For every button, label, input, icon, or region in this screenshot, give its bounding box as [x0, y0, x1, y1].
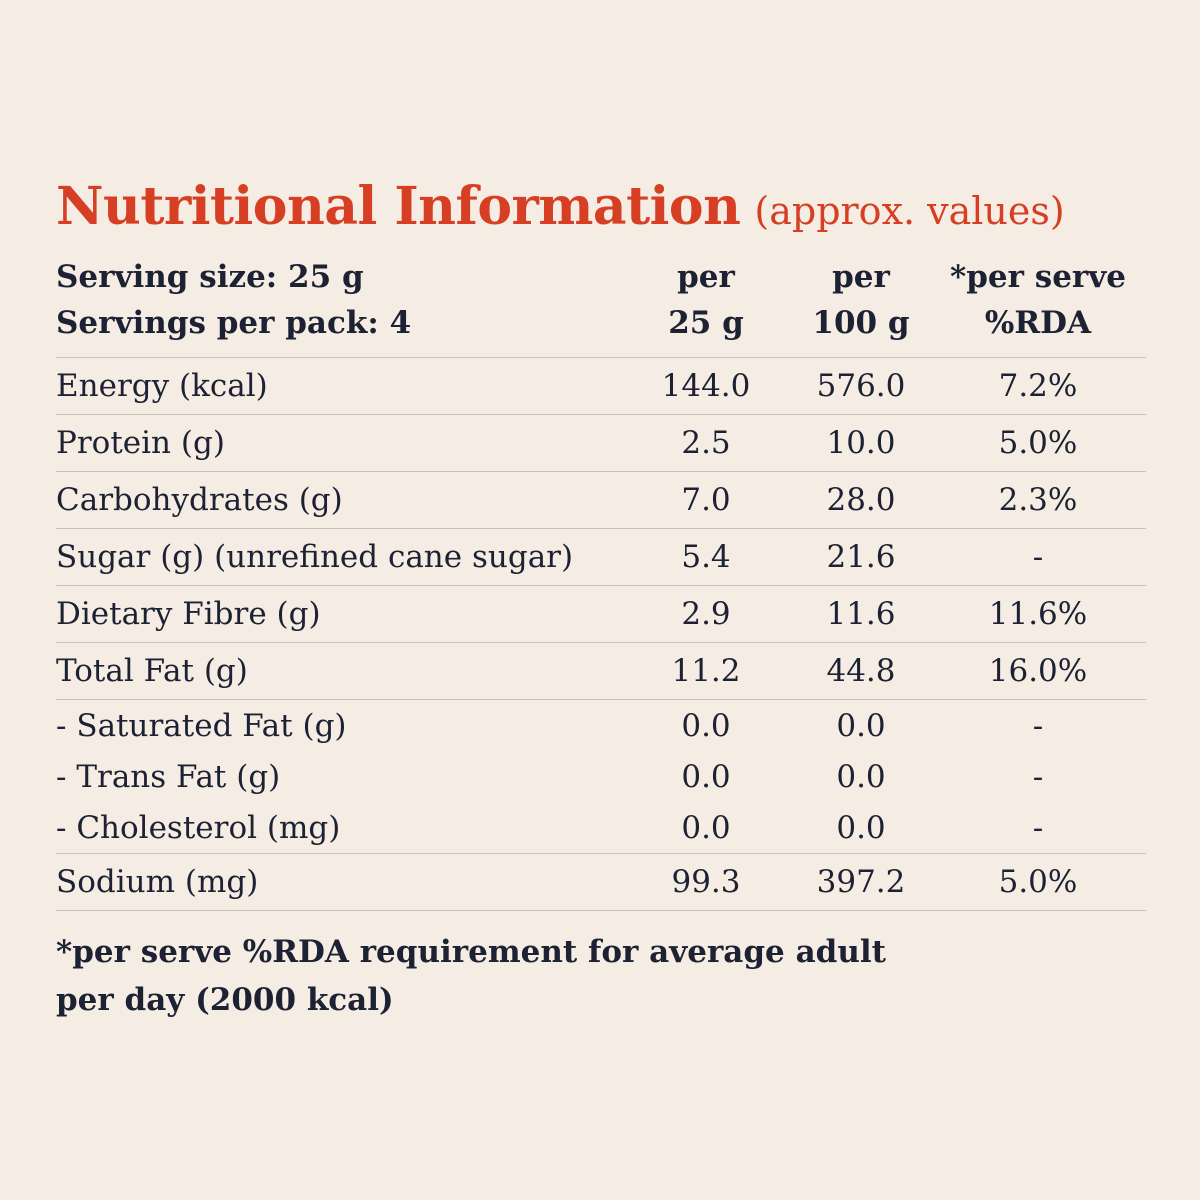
table-row-saturated-fat: - Saturated Fat (g) 0.0 0.0 - [56, 700, 1146, 751]
column-header-rda: *per serve %RDA [938, 252, 1138, 357]
column-header-per-25g-line1: per [677, 259, 735, 295]
value-rda: - [1032, 707, 1044, 744]
row-label: Carbohydrates (g) [56, 482, 343, 518]
table-row-cholesterol: - Cholesterol (mg) 0.0 0.0 - [56, 802, 1146, 854]
value-per-25g: 5.4 [681, 539, 731, 575]
title-row: Nutritional Information (approx. values) [56, 176, 1146, 252]
column-header-per-25g: per 25 g [628, 252, 784, 357]
table-row-energy: Energy (kcal) 144.0 576.0 7.2% [56, 358, 1146, 415]
footnote-line-2: per day (2000 kcal) [56, 982, 394, 1018]
value-rda: 16.0% [988, 653, 1088, 689]
row-label: - Cholesterol (mg) [56, 809, 341, 846]
row-label: Sodium (mg) [56, 864, 259, 900]
table-row-sodium: Sodium (mg) 99.3 397.2 5.0% [56, 854, 1146, 911]
page-subtitle: (approx. values) [754, 189, 1065, 233]
value-per-25g: 144.0 [661, 368, 751, 404]
value-per-100g: 10.0 [826, 425, 896, 461]
value-per-100g: 0.0 [836, 707, 886, 744]
value-rda: - [1032, 758, 1044, 795]
page-title: Nutritional Information [56, 176, 741, 237]
servings-per-pack: Servings per pack: 4 [56, 305, 412, 341]
value-per-25g: 0.0 [681, 707, 731, 744]
footnote-line-1: *per serve %RDA requirement for average … [56, 934, 886, 970]
row-label: - Saturated Fat (g) [56, 707, 347, 744]
table-row-sugar: Sugar (g) (unrefined cane sugar) 5.4 21.… [56, 529, 1146, 586]
column-header-per-100g: per 100 g [784, 252, 938, 357]
table-row-trans-fat: - Trans Fat (g) 0.0 0.0 - [56, 751, 1146, 802]
row-label: Total Fat (g) [56, 653, 248, 689]
value-per-100g: 397.2 [816, 864, 906, 900]
value-per-25g: 0.0 [681, 809, 731, 846]
value-rda: 2.3% [998, 482, 1078, 518]
row-label: Dietary Fibre (g) [56, 596, 321, 632]
value-per-100g: 11.6 [826, 596, 896, 632]
rda-footnote: *per serve %RDA requirement for average … [56, 928, 956, 1024]
serving-size: Serving size: 25 g [56, 259, 364, 295]
table-header: Serving size: 25 g Servings per pack: 4 … [56, 252, 1146, 358]
value-rda: 5.0% [998, 864, 1078, 900]
table-row-dietary-fibre: Dietary Fibre (g) 2.9 11.6 11.6% [56, 586, 1146, 643]
table-row-protein: Protein (g) 2.5 10.0 5.0% [56, 415, 1146, 472]
nutrition-panel: Nutritional Information (approx. values)… [56, 176, 1146, 911]
value-per-100g: 28.0 [826, 482, 896, 518]
value-rda: 11.6% [988, 596, 1088, 632]
value-per-25g: 0.0 [681, 758, 731, 795]
value-per-100g: 0.0 [836, 809, 886, 846]
row-label: Protein (g) [56, 425, 225, 461]
serving-info: Serving size: 25 g Servings per pack: 4 [56, 252, 628, 357]
value-per-25g: 7.0 [681, 482, 731, 518]
row-label: Sugar (g) (unrefined cane sugar) [56, 539, 574, 575]
value-rda: - [1032, 809, 1044, 846]
value-per-100g: 44.8 [826, 653, 896, 689]
column-header-rda-line1: *per serve [950, 259, 1126, 295]
column-header-per-100g-line2: 100 g [812, 305, 910, 341]
value-rda: 5.0% [998, 425, 1078, 461]
column-header-rda-line2: %RDA [984, 305, 1092, 341]
value-per-100g: 0.0 [836, 758, 886, 795]
row-label: Energy (kcal) [56, 368, 268, 404]
value-rda: 7.2% [998, 368, 1078, 404]
value-per-25g: 2.5 [681, 425, 731, 461]
value-per-25g: 2.9 [681, 596, 731, 632]
value-per-25g: 11.2 [671, 653, 741, 689]
column-header-per-25g-line2: 25 g [668, 305, 744, 341]
value-per-100g: 21.6 [826, 539, 896, 575]
row-label: - Trans Fat (g) [56, 758, 281, 795]
column-header-per-100g-line1: per [832, 259, 890, 295]
value-per-100g: 576.0 [816, 368, 906, 404]
table-row-carbohydrates: Carbohydrates (g) 7.0 28.0 2.3% [56, 472, 1146, 529]
table-row-total-fat: Total Fat (g) 11.2 44.8 16.0% [56, 643, 1146, 700]
value-rda: - [1032, 539, 1044, 575]
value-per-25g: 99.3 [671, 864, 741, 900]
